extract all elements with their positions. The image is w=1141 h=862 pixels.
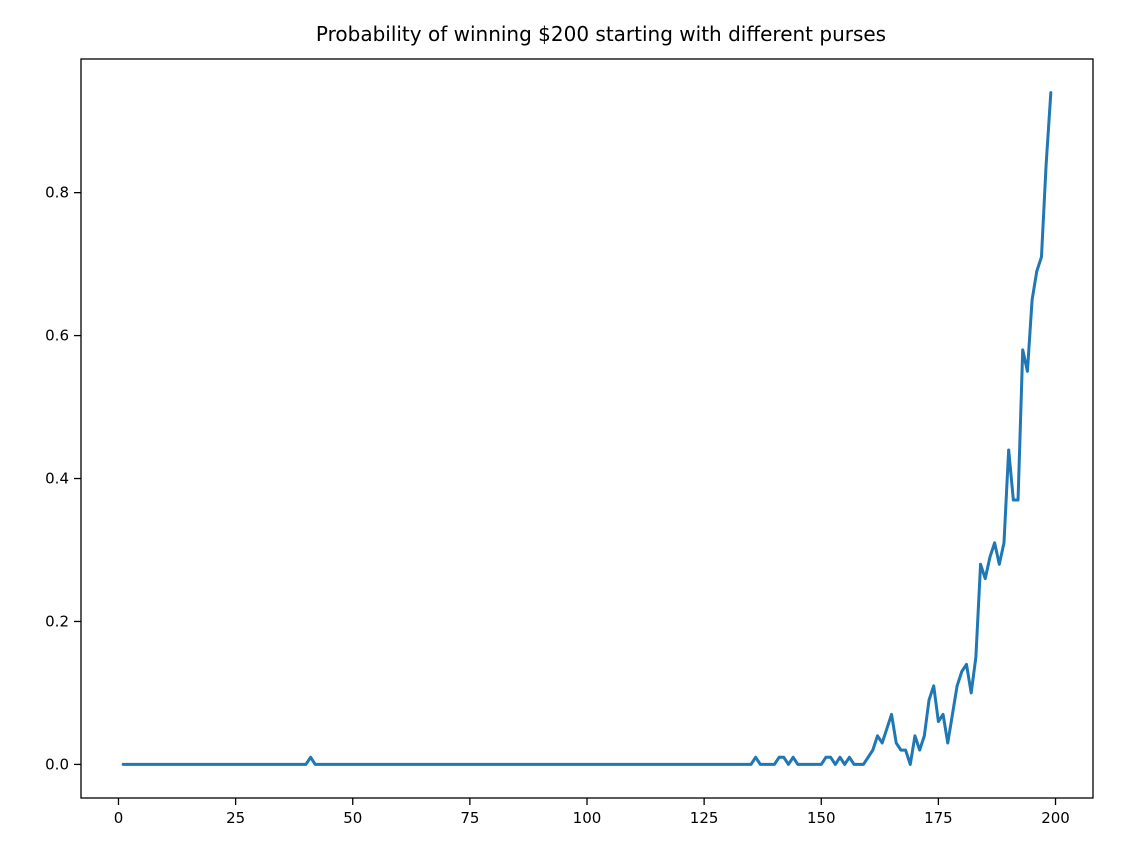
y-axis: 0.0 0.2 0.4 0.6 0.8 (45, 184, 81, 773)
series-layer (121, 91, 1053, 766)
x-tick-label: 200 (1041, 809, 1070, 827)
x-tick-label: 175 (924, 809, 953, 827)
y-tick-label: 0.6 (45, 327, 69, 345)
x-tick-label: 100 (573, 809, 602, 827)
y-tick-label: 0.2 (45, 612, 69, 630)
y-tick-label: 0.0 (45, 755, 69, 773)
plot-area (80, 58, 1094, 799)
x-tick-label: 150 (807, 809, 836, 827)
x-tick-label: 25 (226, 809, 245, 827)
x-tick-label: 75 (460, 809, 479, 827)
x-axis: 0 25 50 75 100 125 150 175 200 (114, 798, 1070, 827)
y-tick-label: 0.4 (45, 470, 69, 488)
chart-title: Probability of winning $200 starting wit… (316, 22, 886, 46)
x-tick-label: 125 (690, 809, 719, 827)
x-tick-label: 50 (343, 809, 362, 827)
series-line-0 (121, 91, 1053, 766)
x-tick-label: 0 (114, 809, 124, 827)
y-tick-label: 0.8 (45, 184, 69, 202)
